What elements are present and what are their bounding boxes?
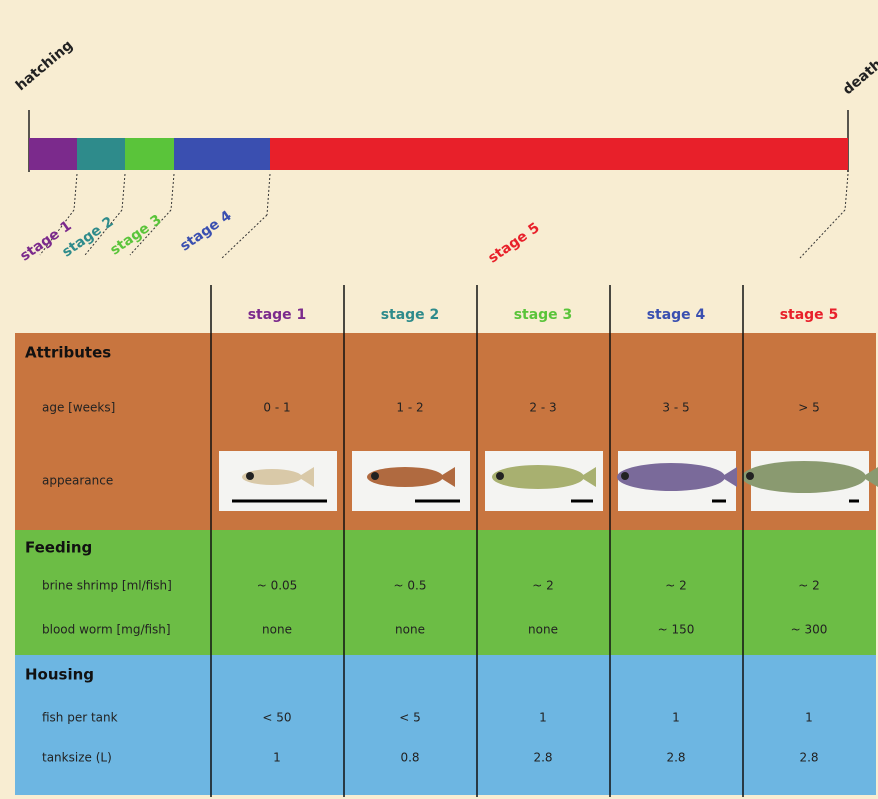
row-label: age [weeks]	[42, 401, 115, 415]
table: stage 1 stage 2 stage 3 stage 4 stage 5 Attri…	[25, 285, 878, 797]
cell: ~ 2	[532, 579, 554, 593]
fish-tail	[721, 467, 737, 487]
cell: none	[528, 623, 558, 637]
column-header: stage 2	[381, 307, 440, 323]
cell: ~ 2	[798, 579, 820, 593]
divider	[39, 209, 75, 256]
divider	[84, 209, 123, 256]
timeline-stage: stage 2	[59, 214, 116, 261]
feeding-band	[15, 530, 876, 655]
cell: none	[262, 623, 292, 637]
cell: ~ 150	[658, 623, 695, 637]
fish-image	[219, 451, 337, 511]
row-label: brine shrimp [ml/fish]	[42, 579, 172, 593]
cell: 2.8	[533, 751, 552, 765]
column-header: stage 5	[780, 307, 839, 323]
cell: 2.8	[666, 751, 685, 765]
cell: 0.8	[400, 751, 419, 765]
fish-image	[352, 451, 470, 511]
timeline-stage: stage 5	[485, 220, 542, 267]
cell: 1	[539, 711, 547, 725]
timeline-stage: stage 4	[177, 208, 234, 255]
cell: 1	[672, 711, 680, 725]
cell: 0 - 1	[263, 401, 290, 415]
row-label: blood worm [mg/fish]	[42, 623, 171, 637]
fish-eye	[746, 472, 754, 480]
row-label: fish per tank	[42, 711, 118, 725]
start-label: hatching	[13, 37, 76, 94]
fish-image	[742, 451, 878, 511]
cell: 1	[273, 751, 281, 765]
fish-image	[617, 451, 737, 511]
segment	[270, 138, 848, 170]
cell: ~ 300	[791, 623, 828, 637]
cell: 3 - 5	[662, 401, 689, 415]
cell: 2.8	[799, 751, 818, 765]
cell: ~ 2	[665, 579, 687, 593]
fish-body	[617, 463, 725, 491]
divider	[73, 173, 78, 211]
fish-eye	[621, 472, 629, 480]
cell: > 5	[798, 401, 820, 415]
fish-body	[742, 461, 866, 493]
cell: ~ 0.5	[394, 579, 427, 593]
column-header: stage 3	[514, 307, 573, 323]
divider	[799, 209, 846, 259]
end-label: death	[840, 57, 878, 99]
cell: 2 - 3	[529, 401, 556, 415]
row-label: tanksize (L)	[42, 751, 112, 765]
cell: 1 - 2	[396, 401, 423, 415]
column-header: stage 1	[248, 307, 307, 323]
fish-eye	[246, 472, 254, 480]
divider	[170, 173, 175, 211]
cell: < 5	[399, 711, 421, 725]
fish-tail	[439, 467, 455, 487]
divider	[266, 173, 271, 216]
fish-image	[485, 451, 603, 511]
fish-tail	[862, 467, 878, 487]
segment	[125, 138, 174, 170]
segment	[29, 138, 77, 170]
fish-tail	[298, 467, 314, 487]
row-label: appearance	[42, 474, 113, 488]
section-title: Feeding	[25, 539, 92, 557]
divider	[844, 173, 849, 211]
fish-eye	[371, 472, 379, 480]
cell: none	[395, 623, 425, 637]
fish-body	[367, 467, 443, 487]
section-title: Attributes	[25, 344, 111, 362]
fish-tail	[580, 467, 596, 487]
timeline: hatching death stage 1 stage 2 stage 3 s…	[13, 37, 878, 266]
fish-body	[492, 465, 584, 489]
cell: < 50	[262, 711, 291, 725]
timeline-stage: stage 3	[107, 212, 164, 259]
column-header: stage 4	[647, 307, 706, 323]
cell: ~ 0.05	[257, 579, 298, 593]
segment	[77, 138, 125, 170]
housing-band	[15, 655, 876, 795]
divider	[121, 173, 126, 211]
fish-eye	[496, 472, 504, 480]
cell: 1	[805, 711, 813, 725]
segment	[174, 138, 270, 170]
section-title: Housing	[25, 666, 94, 684]
fish-body	[242, 469, 302, 485]
